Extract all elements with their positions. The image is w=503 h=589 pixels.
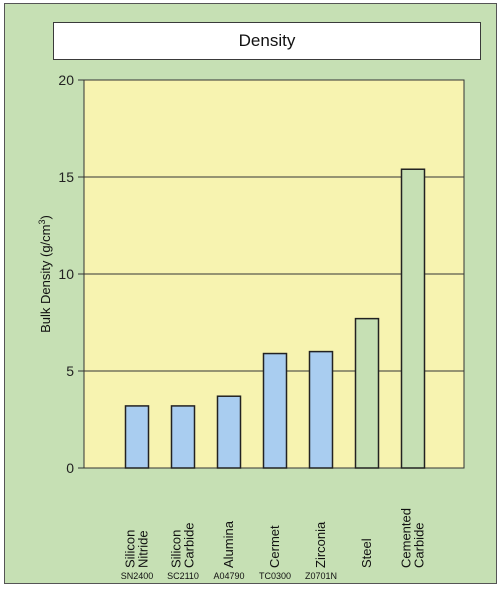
y-tick-label: 10 (58, 266, 74, 282)
bar (170, 405, 196, 469)
x-grade-label: TC0300 (259, 571, 291, 581)
y-tick-label: 5 (66, 363, 74, 379)
bar (216, 395, 242, 469)
x-category-label: Cemented (399, 508, 414, 568)
x-grade-label: Z0701N (305, 571, 337, 581)
y-axis-label-end: ) (38, 215, 53, 219)
bar (354, 317, 380, 469)
y-axis-label: Bulk Density (g/cm3) (37, 215, 53, 333)
x-category-label: Silicon (169, 530, 184, 568)
bar (262, 352, 288, 469)
x-grade-label: SC2110 (167, 571, 199, 581)
bar (124, 405, 150, 469)
x-category-label: Steel (359, 538, 374, 568)
y-axis-label-text: Bulk Density (g/cm (38, 224, 53, 332)
y-tick-label: 15 (58, 169, 74, 185)
y-tick-label: 20 (58, 72, 74, 88)
chart-title: Density (53, 22, 481, 60)
x-category-label: Nitride (136, 530, 151, 568)
x-grade-label: SN2400 (121, 571, 154, 581)
x-category-label: Silicon (123, 530, 138, 568)
x-category-label: Carbide (182, 522, 197, 568)
bars (124, 168, 426, 469)
x-category-label: Carbide (412, 522, 427, 568)
y-tick-labels: 0 5 10 15 20 (58, 72, 74, 476)
bar (308, 350, 334, 469)
bar (400, 168, 426, 469)
x-category-label: Alumina (221, 520, 236, 568)
y-tick-label: 0 (66, 460, 74, 476)
x-category-label: Zirconia (313, 521, 328, 568)
x-tick-labels: SiliconNitrideSN2400SiliconCarbideSC2110… (121, 508, 427, 581)
y-axis-label-superscript: 3 (37, 219, 47, 224)
x-grade-label: A04790 (213, 571, 244, 581)
x-category-label: Cermet (267, 525, 282, 568)
